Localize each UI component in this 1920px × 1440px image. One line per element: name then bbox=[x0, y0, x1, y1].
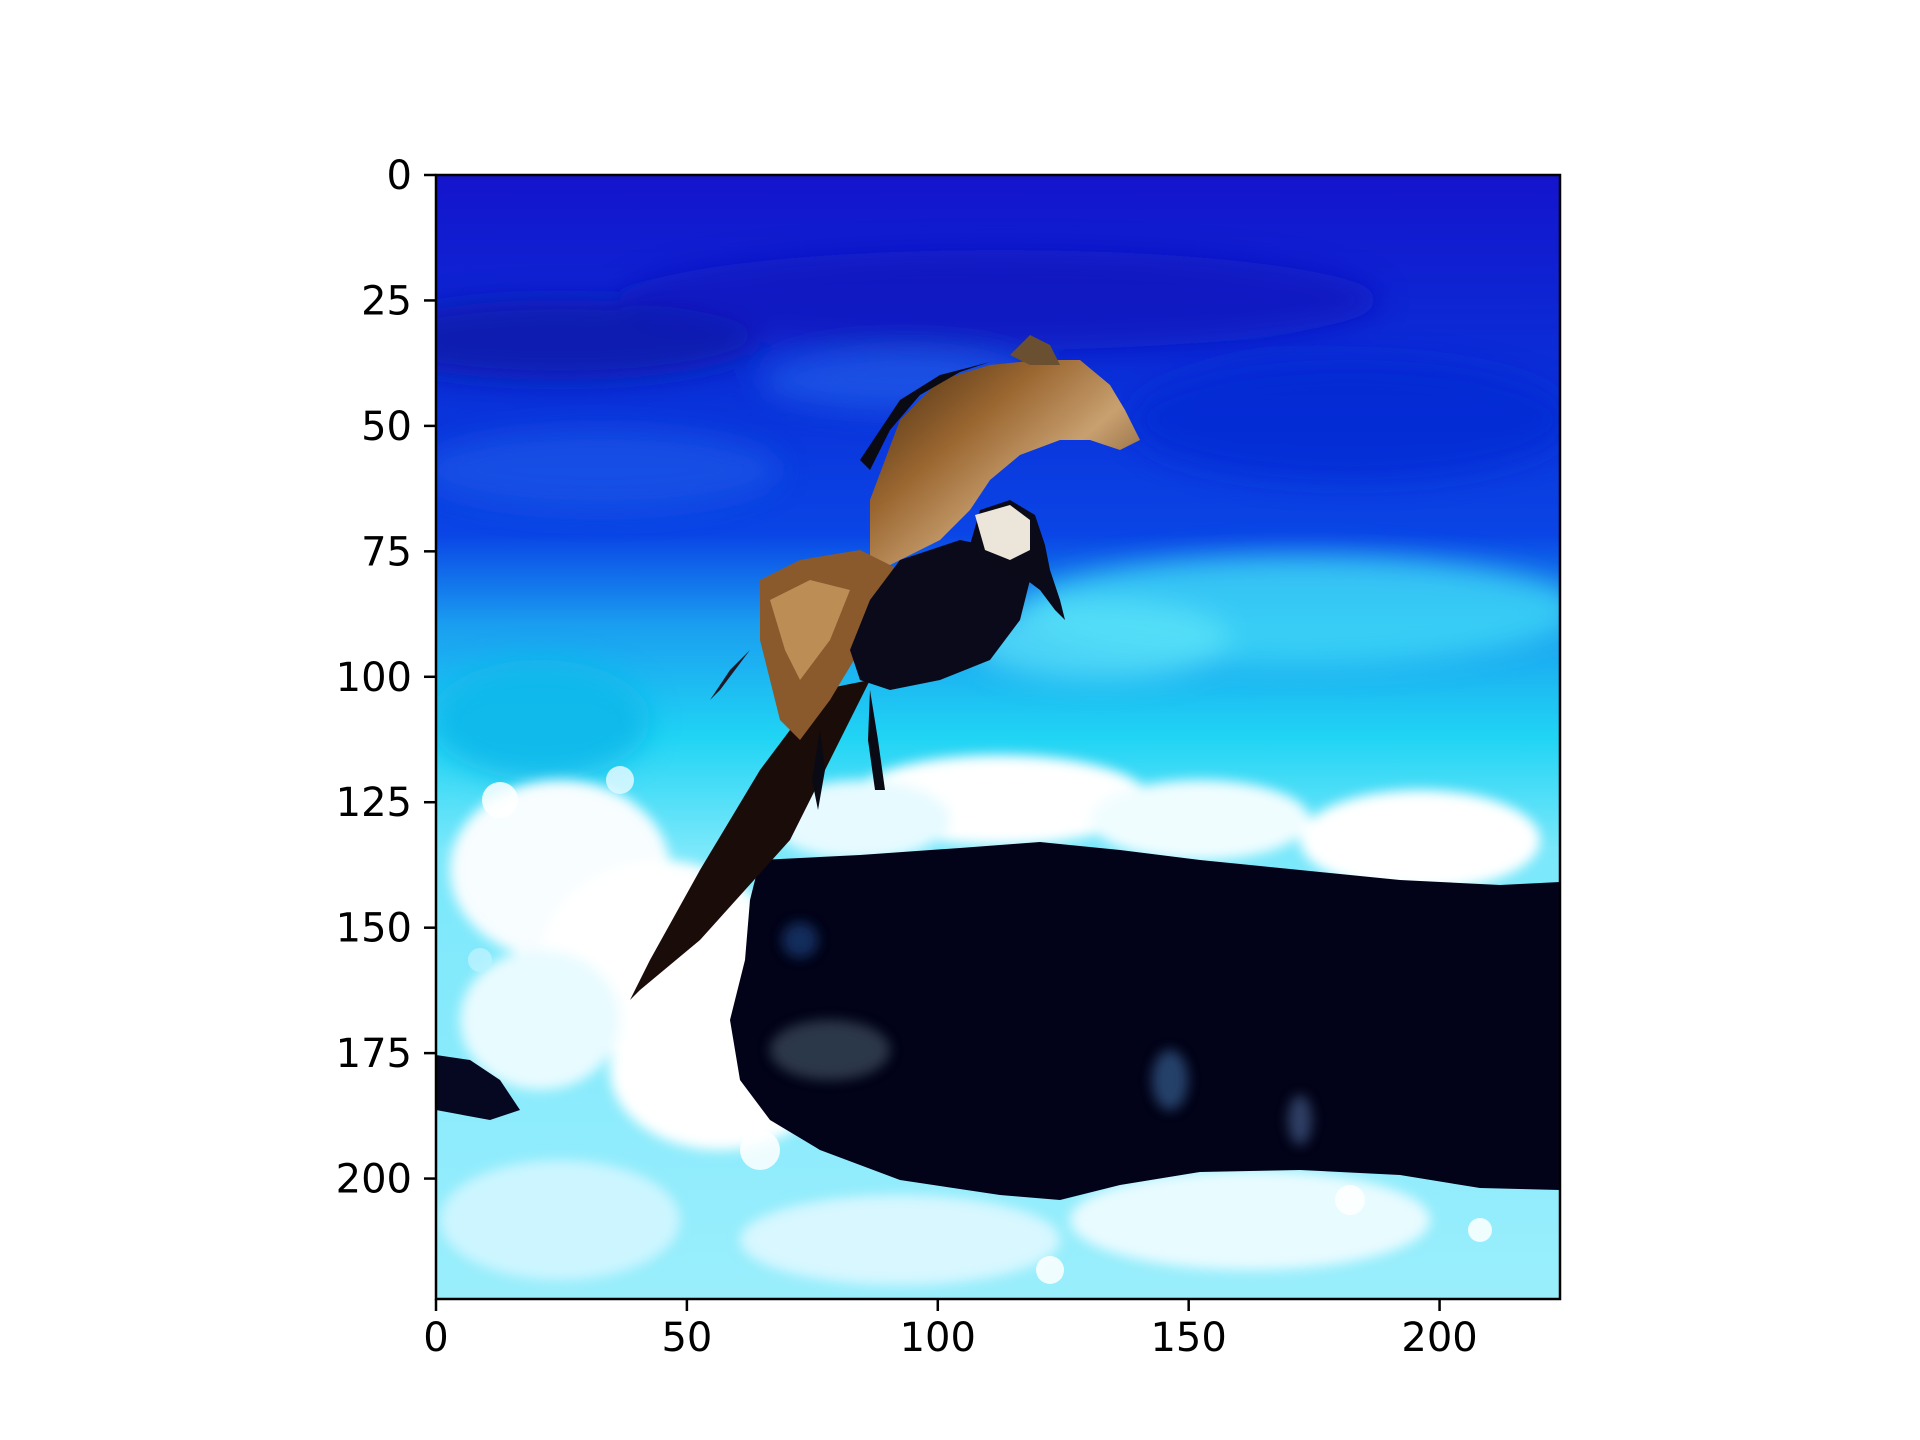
x-tick-label: 100 bbox=[900, 1315, 976, 1361]
axes-frame bbox=[434, 173, 1562, 1301]
x-tick-label: 50 bbox=[661, 1315, 712, 1361]
y-tick-label: 175 bbox=[336, 1031, 412, 1077]
y-tick-label: 100 bbox=[336, 655, 412, 701]
y-tick-label: 0 bbox=[387, 153, 412, 199]
photo-image bbox=[436, 175, 1560, 1299]
y-tick-label: 200 bbox=[336, 1157, 412, 1203]
x-tick-label: 0 bbox=[423, 1315, 448, 1361]
y-tick-label: 125 bbox=[336, 780, 412, 826]
x-tick-label: 150 bbox=[1150, 1315, 1226, 1361]
y-tick-label: 150 bbox=[336, 906, 412, 952]
y-tick-label: 75 bbox=[361, 529, 412, 575]
y-axis-ticks: 0 25 50 75 100 125 150 175 200 bbox=[336, 153, 436, 1203]
bird bbox=[630, 335, 1140, 1000]
x-tick-label: 200 bbox=[1401, 1315, 1477, 1361]
rock-shape bbox=[730, 842, 1560, 1200]
y-tick-label: 50 bbox=[361, 404, 412, 450]
y-tick-label: 25 bbox=[361, 278, 412, 324]
x-axis-ticks: 0 50 100 150 200 bbox=[423, 1299, 1478, 1361]
